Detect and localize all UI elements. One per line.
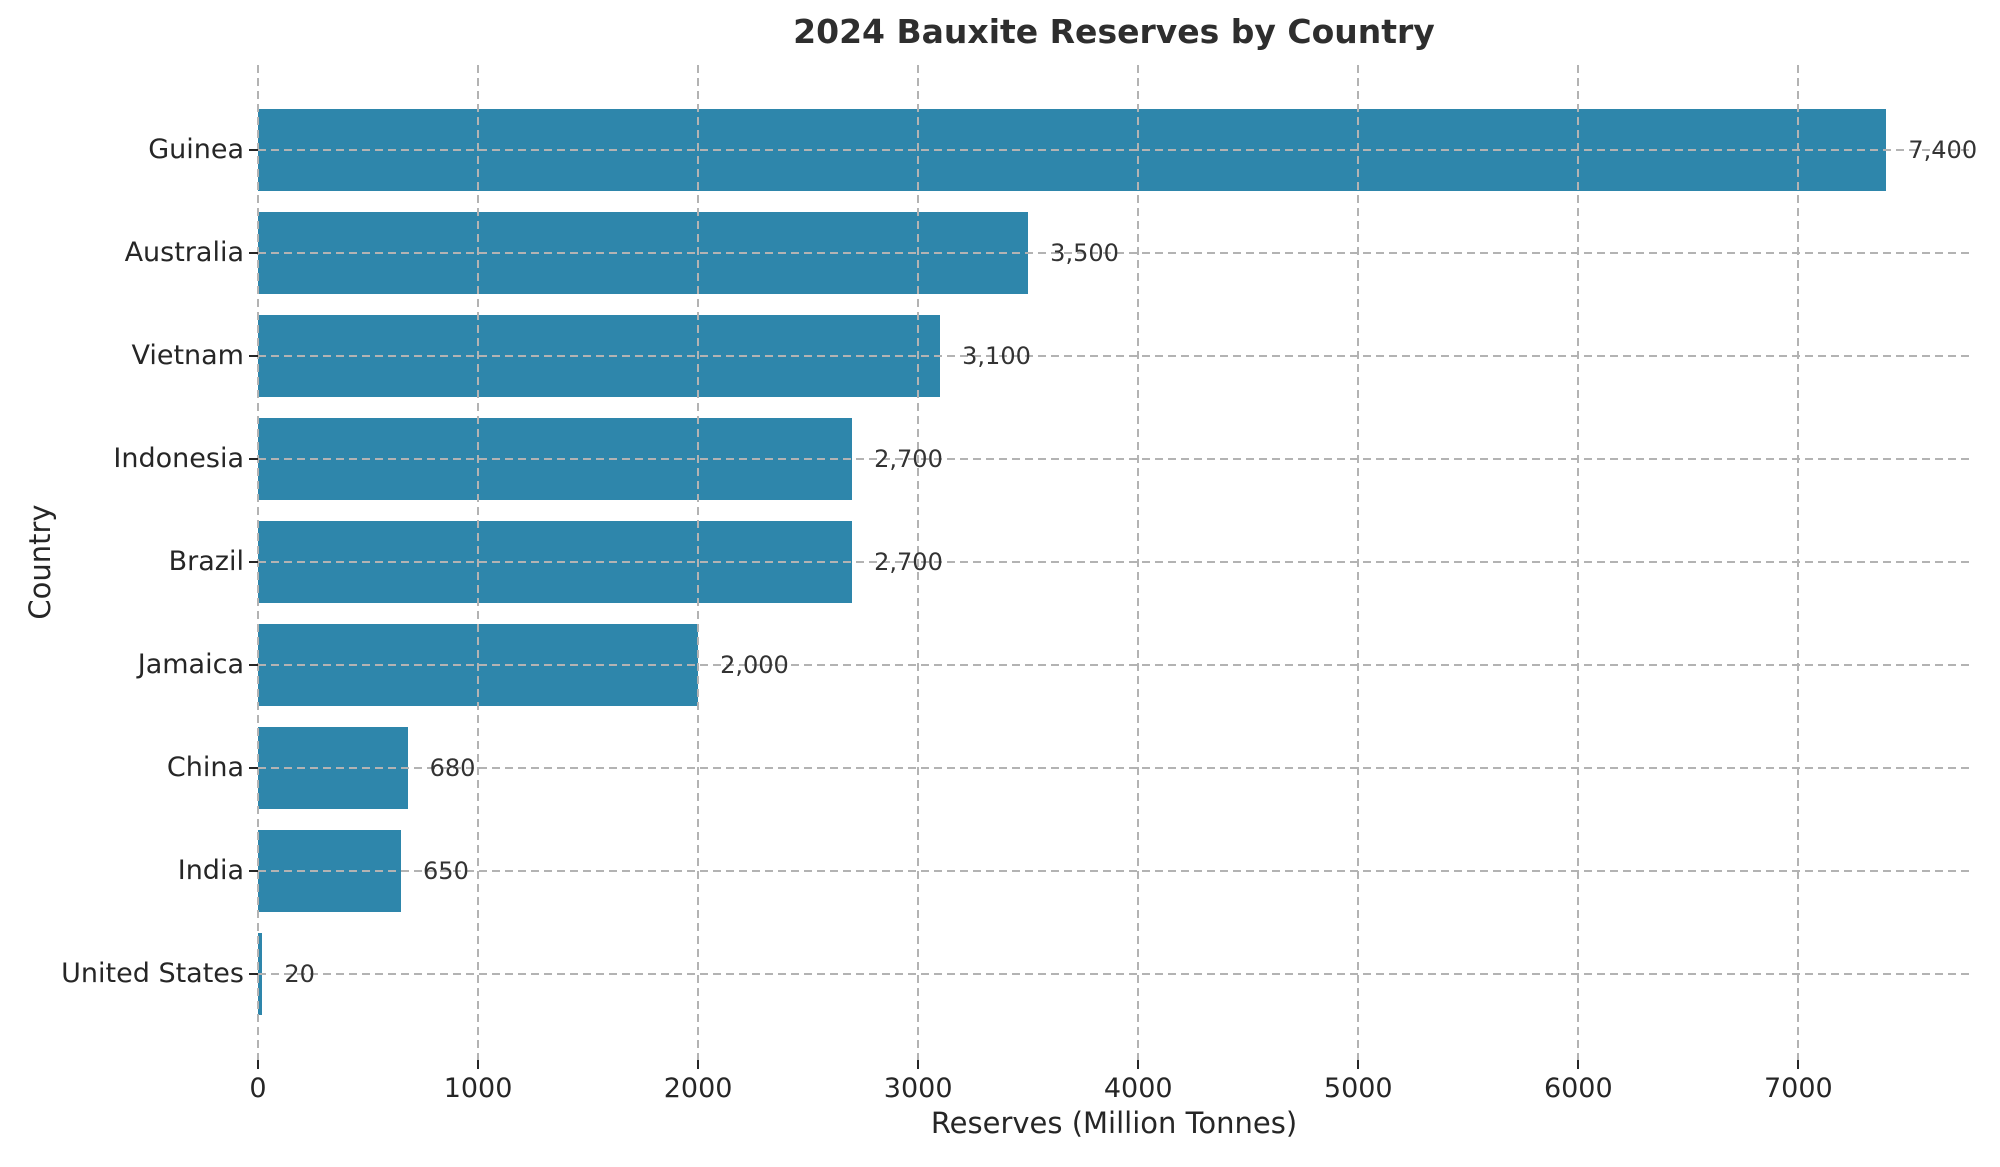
category-label-united-states: United States <box>61 958 244 989</box>
category-label-brazil: Brazil <box>168 546 244 577</box>
y-gridline-guinea <box>258 149 1970 151</box>
y-tick-mark-indonesia <box>249 458 258 460</box>
x-tick-mark-6000 <box>1577 1060 1580 1069</box>
category-label-vietnam: Vietnam <box>131 340 244 371</box>
y-gridline-china <box>258 767 1970 769</box>
y-tick-mark-brazil <box>249 561 258 563</box>
value-label-indonesia: 2,700 <box>874 445 943 473</box>
x-tick-label-3000: 3000 <box>883 1073 953 1104</box>
y-gridline-vietnam <box>258 355 1970 357</box>
x-tick-label-7000: 7000 <box>1764 1073 1833 1104</box>
category-label-australia: Australia <box>124 237 244 268</box>
value-label-vietnam: 3,100 <box>962 342 1031 370</box>
x-tick-mark-1000 <box>477 1060 480 1069</box>
y-axis-label: Country <box>23 504 57 620</box>
value-label-brazil: 2,700 <box>874 548 943 576</box>
chart-title: 2024 Bauxite Reserves by Country <box>793 12 1435 51</box>
value-label-australia: 3,500 <box>1050 239 1119 267</box>
y-tick-mark-australia <box>249 252 258 254</box>
x-tick-mark-4000 <box>1137 1060 1140 1069</box>
x-tick-mark-2000 <box>697 1060 700 1069</box>
x-tick-mark-5000 <box>1357 1060 1360 1069</box>
value-label-united-states: 20 <box>284 960 315 988</box>
y-gridline-australia <box>258 252 1970 254</box>
y-gridline-jamaica <box>258 664 1970 666</box>
x-tick-label-1000: 1000 <box>443 1073 513 1104</box>
y-tick-mark-guinea <box>249 149 258 151</box>
category-label-indonesia: Indonesia <box>113 443 244 474</box>
x-tick-label-0: 0 <box>249 1073 267 1104</box>
x-tick-label-5000: 5000 <box>1323 1073 1393 1104</box>
value-label-jamaica: 2,000 <box>720 651 789 679</box>
value-label-china: 680 <box>429 754 476 782</box>
x-tick-label-4000: 4000 <box>1103 1073 1173 1104</box>
x-tick-mark-3000 <box>917 1060 920 1069</box>
y-gridline-brazil <box>258 561 1970 563</box>
x-tick-label-6000: 6000 <box>1543 1073 1613 1104</box>
category-label-jamaica: Jamaica <box>137 649 244 680</box>
category-label-india: India <box>177 855 244 886</box>
y-tick-mark-jamaica <box>249 664 258 666</box>
x-tick-label-2000: 2000 <box>663 1073 733 1104</box>
value-label-india: 650 <box>423 857 469 885</box>
value-label-guinea: 7,400 <box>1908 136 1978 164</box>
y-gridline-indonesia <box>258 458 1970 460</box>
category-label-guinea: Guinea <box>148 134 244 165</box>
x-tick-mark-7000 <box>1797 1060 1800 1069</box>
y-tick-mark-china <box>249 767 258 769</box>
category-label-china: China <box>166 752 244 783</box>
y-gridline-united-states <box>258 973 1970 975</box>
y-tick-mark-vietnam <box>249 355 258 357</box>
x-tick-mark-0 <box>257 1060 259 1069</box>
y-tick-mark-united-states <box>249 973 258 975</box>
y-gridline-india <box>258 870 1970 872</box>
x-axis-label: Reserves (Million Tonnes) <box>930 1106 1298 1140</box>
y-tick-mark-india <box>249 870 258 872</box>
